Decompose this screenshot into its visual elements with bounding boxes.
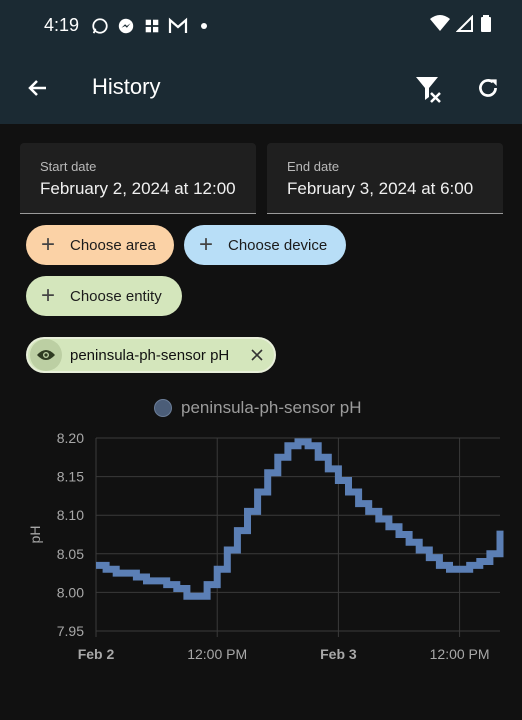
x-tick-label: Feb 2 bbox=[78, 646, 115, 662]
filter-remove-icon bbox=[416, 77, 441, 103]
choose-device-button[interactable]: + Choose device bbox=[184, 225, 346, 265]
messenger-icon bbox=[116, 16, 136, 36]
y-tick-label: 8.15 bbox=[57, 469, 84, 485]
chart-grid bbox=[95, 437, 500, 637]
page-title: History bbox=[92, 74, 161, 99]
whatsapp-icon bbox=[90, 16, 110, 36]
choose-entity-button[interactable]: + Choose entity bbox=[26, 276, 182, 316]
arrow-left-icon bbox=[28, 80, 46, 96]
notification-icons bbox=[90, 16, 214, 36]
slack-icon bbox=[142, 16, 162, 36]
history-chart: 8.208.158.108.058.007.95 Feb 2 12:00 PM Fe… bbox=[27, 430, 504, 662]
choose-device-label: Choose device bbox=[228, 236, 328, 254]
close-icon bbox=[251, 349, 263, 361]
selected-entity-chip[interactable]: peninsula-ph-sensor pH bbox=[26, 337, 276, 373]
status-time: 4:19 bbox=[44, 15, 80, 35]
y-tick-label: 8.05 bbox=[57, 546, 84, 562]
x-tick-label: 12:00 PM bbox=[187, 646, 247, 662]
selected-entity-label: peninsula-ph-sensor pH bbox=[70, 346, 230, 364]
series-line-ph bbox=[96, 438, 504, 600]
choose-area-label: Choose area bbox=[70, 236, 156, 254]
y-axis-label: pH bbox=[27, 526, 43, 544]
refresh-button[interactable] bbox=[470, 70, 506, 106]
clear-filters-button[interactable] bbox=[410, 70, 446, 106]
more-notifications-dot-icon bbox=[194, 16, 214, 36]
eye-icon bbox=[30, 339, 62, 371]
plus-icon: + bbox=[40, 231, 55, 258]
end-date-label: End date bbox=[287, 159, 340, 174]
y-tick-label: 8.10 bbox=[57, 507, 84, 523]
back-button[interactable] bbox=[22, 72, 54, 104]
app-bar: History bbox=[0, 52, 522, 124]
y-tick-label: 8.00 bbox=[57, 584, 84, 600]
x-tick-label: Feb 3 bbox=[320, 646, 357, 662]
x-axis: Feb 2 12:00 PM Feb 3 12:00 PM bbox=[78, 646, 490, 662]
choose-entity-label: Choose entity bbox=[70, 287, 162, 305]
chart-legend[interactable]: peninsula-ph-sensor pH bbox=[154, 398, 362, 418]
refresh-icon bbox=[479, 79, 497, 97]
plus-icon: + bbox=[198, 231, 213, 258]
end-date-value: February 3, 2024 at 6:00 bbox=[287, 179, 474, 198]
start-date-value: February 2, 2024 at 12:00 bbox=[40, 179, 236, 198]
start-date-label: Start date bbox=[40, 159, 97, 174]
y-tick-label: 8.20 bbox=[57, 430, 84, 446]
plus-icon: + bbox=[40, 282, 55, 309]
remove-entity-button[interactable] bbox=[248, 346, 266, 364]
y-axis: 8.20 8.15 8.10 8.05 8.00 7.95 bbox=[57, 430, 84, 639]
status-bar: 4:19 bbox=[0, 0, 522, 52]
legend-swatch bbox=[154, 399, 172, 417]
system-icons bbox=[430, 14, 492, 38]
start-date-field[interactable]: Start date February 2, 2024 at 12:00 bbox=[20, 143, 256, 214]
y-tick-label: 7.95 bbox=[57, 623, 84, 639]
end-date-field[interactable]: End date February 3, 2024 at 6:00 bbox=[267, 143, 503, 214]
x-tick-label: 12:00 PM bbox=[430, 646, 490, 662]
wifi-icon bbox=[430, 15, 450, 38]
battery-icon bbox=[480, 15, 492, 38]
gmail-icon bbox=[168, 16, 188, 36]
legend-label: peninsula-ph-sensor pH bbox=[181, 398, 362, 417]
cell-signal-icon bbox=[455, 14, 474, 38]
choose-area-button[interactable]: + Choose area bbox=[26, 225, 174, 265]
